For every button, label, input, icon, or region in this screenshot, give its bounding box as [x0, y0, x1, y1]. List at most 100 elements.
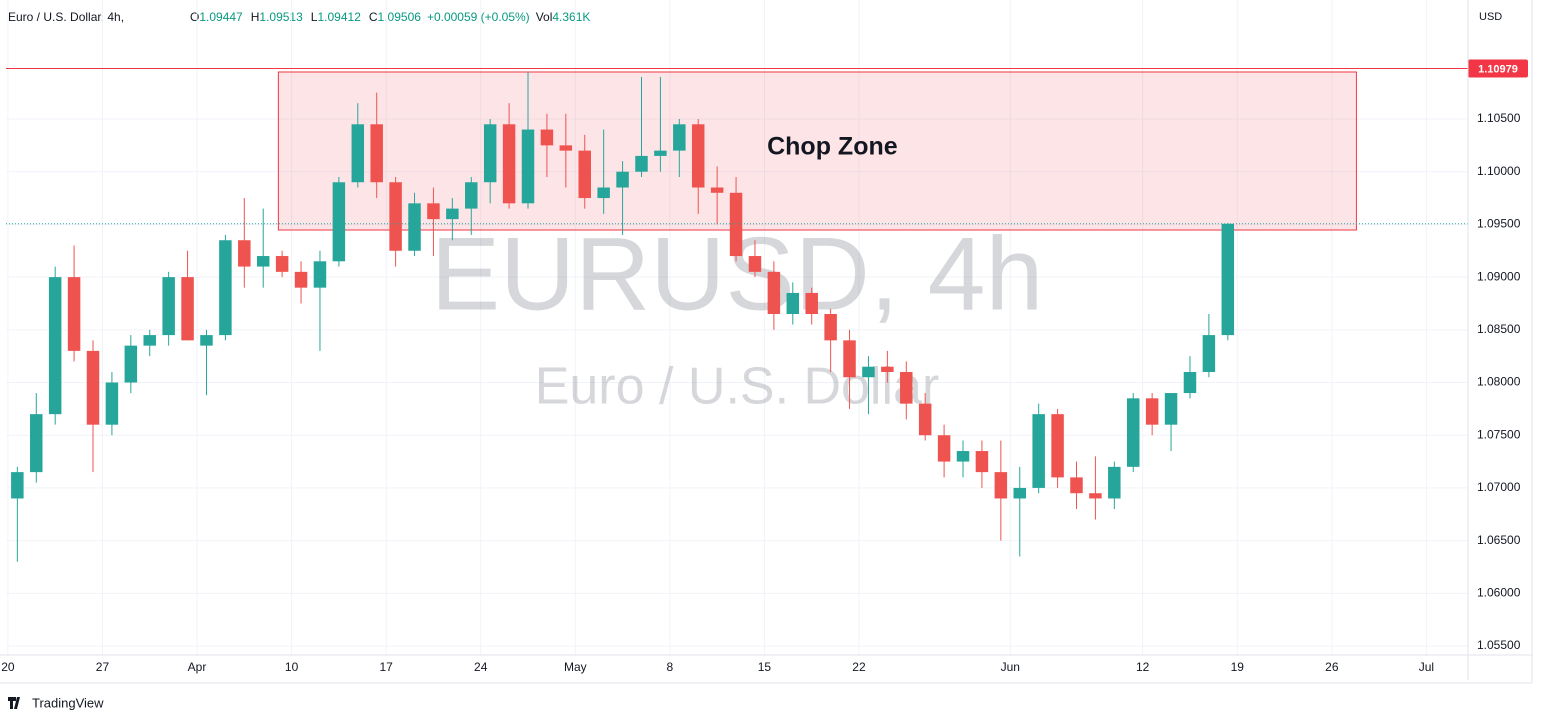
header-volume: 4.361K [552, 10, 590, 24]
currency: USD [1479, 11, 1502, 23]
header-open-label: O [190, 10, 199, 24]
candle-body [767, 271, 781, 315]
x-tick-label: Apr [188, 660, 207, 674]
header-high-label: H [251, 10, 260, 24]
brand-logo [8, 697, 20, 709]
candle-body [1221, 223, 1235, 336]
candle-body [219, 240, 232, 336]
candle-body [200, 335, 213, 346]
candle-body [238, 240, 251, 267]
x-tick-label: May [564, 660, 587, 674]
candle-body [540, 129, 554, 146]
header-high: 1.09513 [259, 10, 303, 24]
candle-body [351, 124, 365, 183]
candle-body [465, 182, 478, 209]
y-tick-label: 1.10500 [1477, 111, 1521, 125]
candle-body [1183, 371, 1197, 394]
candle-body [502, 124, 516, 204]
x-tick-label: 22 [852, 660, 866, 674]
candle-body [124, 345, 138, 383]
candle-body [578, 150, 591, 199]
candle-body [1051, 414, 1064, 478]
candle-body [1108, 466, 1121, 499]
candle-body [654, 150, 667, 156]
candle-body [937, 435, 951, 462]
candle-body [67, 277, 81, 351]
candle-body [256, 256, 270, 267]
x-tick-label: 26 [1325, 660, 1339, 674]
candle-body [597, 187, 610, 199]
y-tick-label: 1.09000 [1477, 269, 1521, 283]
candle-body [805, 292, 818, 315]
candle-body [673, 124, 686, 151]
candle-body [275, 256, 289, 272]
candle-body [729, 192, 743, 257]
x-tick-label: Jul [1419, 660, 1434, 674]
candle-body [370, 124, 383, 183]
candle-body [48, 277, 62, 415]
watermark-subtitle: Euro / U.S. Dollar [535, 358, 940, 416]
candle-body [1070, 477, 1083, 494]
chop-zone-label: Chop Zone [767, 133, 898, 161]
candle-body [994, 472, 1008, 499]
header-change: +0.00059 (+0.05%) [427, 10, 530, 24]
candle-body [389, 182, 402, 251]
grid [6, 0, 1468, 655]
candle-body [710, 187, 724, 193]
candle-body [143, 335, 156, 346]
candle-body [862, 366, 875, 378]
candle-body [918, 403, 932, 436]
candle-body [181, 277, 194, 341]
candle-body [559, 145, 573, 151]
candle-body [1164, 393, 1178, 425]
candle-body [313, 261, 327, 288]
candle-body [1126, 398, 1140, 467]
candle-body [86, 350, 100, 425]
candle-body [446, 208, 459, 220]
candle-body [786, 292, 800, 315]
candle-body [521, 129, 535, 204]
candle-body [483, 124, 497, 183]
candle-body [427, 203, 440, 220]
candle-body [162, 277, 175, 336]
header-close: 1.09506 [378, 10, 422, 24]
header-close-label: C [369, 10, 378, 24]
candle-body [616, 171, 629, 188]
candle-body [975, 451, 989, 473]
x-tick-label: 20 [1, 660, 15, 674]
candle-body [1032, 414, 1045, 488]
candle-body [11, 472, 24, 499]
header-open: 1.09447 [199, 10, 243, 24]
candle-body [881, 366, 894, 372]
x-tick-label: 27 [96, 660, 110, 674]
candle-body [332, 182, 346, 262]
candle-body [635, 155, 648, 172]
candle-body [105, 382, 119, 425]
y-tick-label: 1.07500 [1477, 427, 1521, 441]
candle-body [956, 451, 970, 462]
y-tick-label: 1.07000 [1477, 480, 1521, 494]
candle-body [691, 124, 705, 188]
header-volume-label: Vol [536, 10, 553, 24]
x-tick-label: 17 [379, 660, 393, 674]
y-tick-label: 1.06000 [1477, 586, 1521, 600]
y-tick-label: 1.08000 [1477, 375, 1521, 389]
ohlc-header: O1.09447 H1.09513 L1.09412 C1.09506 +0.00059… [190, 10, 590, 24]
x-tick-label: 19 [1231, 660, 1245, 674]
candle-body [1202, 335, 1216, 372]
brand: TradingView [32, 695, 104, 710]
x-tick-label: 10 [285, 660, 299, 674]
y-tick-label: 1.05500 [1477, 638, 1521, 652]
candle-body [1013, 487, 1026, 499]
y-tick-label: 1.10000 [1477, 164, 1521, 178]
candle-body [1145, 398, 1159, 425]
header-low-label: L [311, 10, 318, 24]
x-tick-label: Jun [1001, 660, 1020, 674]
header-low: 1.09412 [317, 10, 361, 24]
candle-body [843, 340, 856, 378]
x-tick-label: 24 [474, 660, 488, 674]
candle-body [900, 371, 913, 404]
x-tick-label: 12 [1136, 660, 1150, 674]
level-label: 1.10979 [1478, 63, 1518, 75]
